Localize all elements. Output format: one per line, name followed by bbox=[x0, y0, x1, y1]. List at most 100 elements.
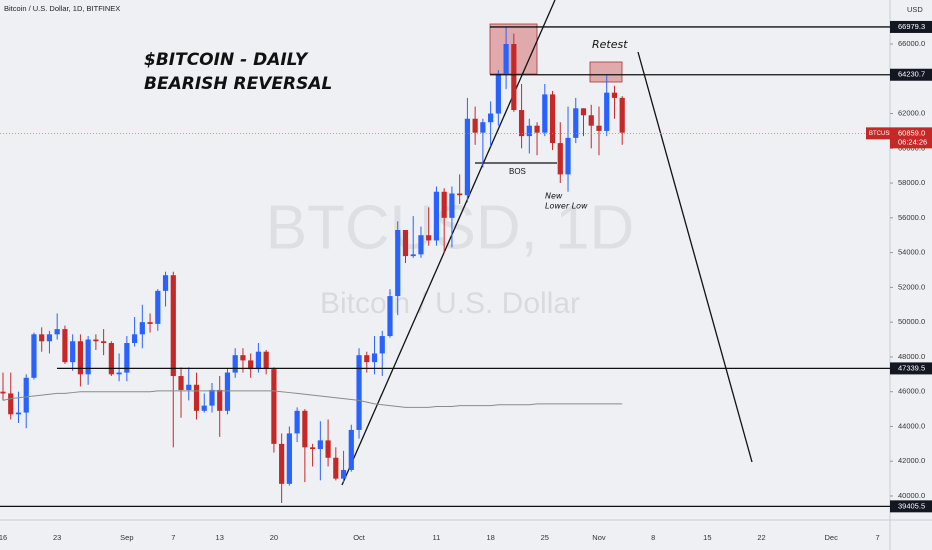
candle-body bbox=[186, 384, 192, 390]
candle-body bbox=[31, 334, 37, 378]
y-tick-label: 44000.0 bbox=[898, 421, 925, 430]
candle-body bbox=[209, 389, 215, 406]
x-tick-label: 13 bbox=[216, 533, 224, 542]
candle-body bbox=[201, 405, 207, 411]
candle-body bbox=[604, 92, 610, 131]
y-tick-label: 54000.0 bbox=[898, 248, 925, 257]
candle-body bbox=[317, 440, 323, 450]
x-tick-label: 25 bbox=[541, 533, 549, 542]
candle-body bbox=[495, 73, 501, 114]
level-label: 66979.3 bbox=[898, 22, 925, 31]
candle-body bbox=[23, 377, 29, 413]
candle-body bbox=[418, 235, 424, 255]
candle-body bbox=[395, 230, 401, 297]
candle-body bbox=[325, 440, 331, 458]
candle-body bbox=[101, 341, 107, 344]
candle-body bbox=[480, 122, 486, 133]
candle-body bbox=[488, 113, 494, 123]
candle-body bbox=[433, 191, 440, 241]
headline: $BITCOIN - DAILY bbox=[144, 50, 309, 70]
level-label: 64230.7 bbox=[898, 70, 925, 79]
candle-body bbox=[619, 97, 625, 133]
candle-body bbox=[8, 393, 14, 415]
candle-body bbox=[178, 376, 184, 390]
candle-body bbox=[472, 118, 478, 133]
x-tick-label: Oct bbox=[353, 533, 366, 542]
level-tag bbox=[890, 20, 932, 33]
symbol-tag bbox=[866, 127, 890, 140]
candle-body bbox=[70, 341, 76, 363]
x-tick-label: 18 bbox=[486, 533, 494, 542]
candle-body bbox=[310, 447, 316, 450]
candle-body bbox=[503, 43, 509, 74]
candle-body bbox=[170, 275, 176, 377]
projection bbox=[637, 51, 753, 463]
candle-body bbox=[232, 355, 238, 373]
y-tick-label: 48000.0 bbox=[898, 352, 925, 361]
candle-body bbox=[139, 322, 145, 335]
level-label: 39405.5 bbox=[898, 501, 925, 510]
candle-body bbox=[255, 351, 262, 370]
bos-label: BOS bbox=[509, 167, 526, 176]
y-tick-label: 40000.0 bbox=[898, 491, 925, 500]
note: New bbox=[545, 192, 563, 201]
candle-body bbox=[596, 125, 602, 131]
symbol-label: BTCUSD bbox=[869, 131, 894, 137]
candle-body bbox=[302, 410, 308, 448]
candle-body bbox=[93, 339, 99, 342]
candle-body bbox=[379, 336, 385, 354]
level-tag bbox=[890, 500, 932, 513]
candle-body bbox=[348, 429, 354, 470]
price-label: 60859.0 bbox=[898, 128, 925, 137]
candle-body bbox=[286, 433, 292, 484]
candle-body bbox=[0, 391, 6, 394]
x-tick-label: 15 bbox=[703, 533, 711, 542]
candle-body bbox=[549, 94, 556, 144]
x-tick-label: 11 bbox=[433, 533, 441, 542]
level-label: 47339.5 bbox=[898, 363, 925, 372]
x-tick-label: 20 bbox=[270, 533, 278, 542]
x-tick-label: 23 bbox=[53, 533, 61, 542]
x-tick-label: 16 bbox=[0, 533, 7, 542]
candle-body bbox=[340, 469, 347, 479]
y-tick-label: 46000.0 bbox=[898, 387, 925, 396]
candle-body bbox=[402, 230, 409, 257]
retest-label: Retest bbox=[592, 38, 628, 51]
candle-body bbox=[131, 334, 138, 344]
headline: BEARISH REVERSAL bbox=[144, 74, 332, 94]
candle-body bbox=[573, 108, 579, 138]
x-tick-label: 8 bbox=[651, 533, 655, 542]
candle-body bbox=[62, 329, 68, 363]
level-tag bbox=[890, 362, 932, 375]
candle-body bbox=[557, 143, 563, 175]
price-tag bbox=[890, 127, 932, 149]
candle-body bbox=[217, 389, 223, 411]
y-tick-label: 56000.0 bbox=[898, 213, 925, 222]
y-tick-label: 50000.0 bbox=[898, 317, 925, 326]
candle-body bbox=[565, 137, 571, 175]
y-tick-label: 58000.0 bbox=[898, 178, 925, 187]
x-tick-label: 22 bbox=[757, 533, 765, 542]
candle-body bbox=[46, 334, 53, 342]
candle-body bbox=[426, 235, 432, 241]
candle-body bbox=[77, 341, 83, 375]
y-tick-label: 42000.0 bbox=[898, 456, 925, 465]
candle-body bbox=[457, 193, 463, 196]
candle-body bbox=[518, 110, 525, 137]
candle-body bbox=[39, 334, 45, 342]
note: Lower Low bbox=[545, 202, 588, 211]
x-tick-label: 7 bbox=[876, 533, 880, 542]
candle-body bbox=[364, 355, 370, 363]
candle-body bbox=[588, 115, 594, 126]
x-tick-label: 7 bbox=[171, 533, 175, 542]
candle-body bbox=[240, 355, 246, 361]
y-tick-label: 52000.0 bbox=[898, 282, 925, 291]
x-tick-label: Dec bbox=[825, 533, 839, 542]
candle-body bbox=[511, 43, 517, 111]
candle-body bbox=[116, 372, 122, 375]
candle-body bbox=[155, 290, 161, 324]
candle-body bbox=[542, 94, 548, 133]
x-tick-label: Nov bbox=[592, 533, 606, 542]
candle-body bbox=[54, 329, 60, 335]
